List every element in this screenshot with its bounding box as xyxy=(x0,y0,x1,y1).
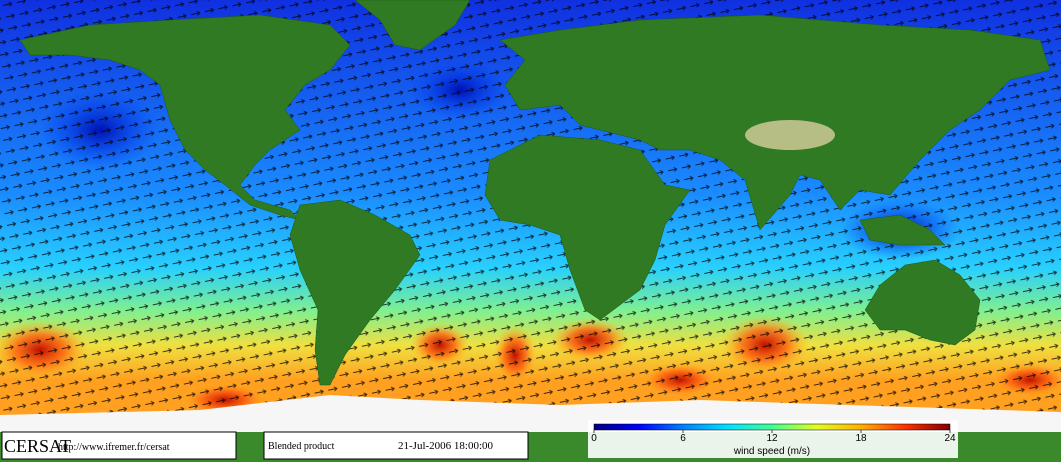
product: Blended product xyxy=(268,441,335,452)
plateau xyxy=(745,120,835,150)
colorbar-tick-label: 24 xyxy=(944,433,956,444)
product-box xyxy=(263,431,529,460)
colorbar-tick-label: 0 xyxy=(591,433,597,444)
colorbar-label: wind speed (m/s) xyxy=(733,446,810,457)
colorbar-scale xyxy=(593,423,951,431)
logo: CERSAT xyxy=(4,436,71,456)
colorbar-tick-label: 6 xyxy=(680,433,686,444)
datetime: 21-Jul-2006 18:00:00 xyxy=(398,440,494,452)
credit-box xyxy=(1,431,237,460)
colorbar-tick-label: 12 xyxy=(766,433,778,444)
colorbar-tick-label: 18 xyxy=(855,433,867,444)
colorbar: wind speed (m/s) 0 6 12 18 24 xyxy=(588,420,958,458)
url: http://www.ifremer.fr/cersat xyxy=(58,442,170,453)
